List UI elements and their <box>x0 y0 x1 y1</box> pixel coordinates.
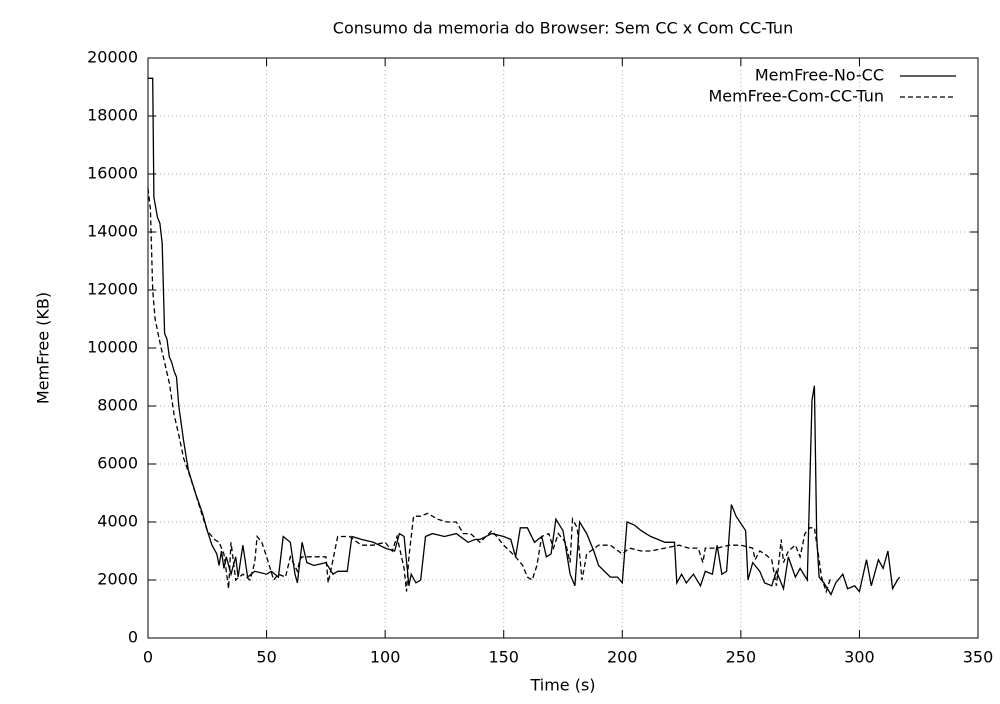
legend-label: MemFree-Com-CC-Tun <box>708 87 884 106</box>
y-tick-label: 16000 <box>87 164 138 183</box>
x-axis-label: Time (s) <box>529 676 595 695</box>
legend-label: MemFree-No-CC <box>755 66 884 85</box>
x-tick-label: 300 <box>844 648 875 667</box>
y-tick-label: 10000 <box>87 338 138 357</box>
series-line <box>148 77 901 596</box>
y-tick-label: 4000 <box>97 512 138 531</box>
y-tick-label: 20000 <box>87 48 138 67</box>
series-line <box>147 188 832 594</box>
x-tick-label: 250 <box>726 648 757 667</box>
y-tick-label: 6000 <box>97 454 138 473</box>
y-tick-label: 8000 <box>97 396 138 415</box>
x-tick-label: 150 <box>488 648 519 667</box>
x-tick-label: 0 <box>143 648 153 667</box>
x-tick-label: 350 <box>963 648 994 667</box>
y-axis-label: MemFree (KB) <box>34 292 53 404</box>
y-tick-label: 2000 <box>97 570 138 589</box>
plot-frame <box>147 57 979 639</box>
y-tick-label: 18000 <box>87 106 138 125</box>
x-tick-label: 100 <box>370 648 401 667</box>
x-tick-label: 200 <box>607 648 638 667</box>
y-tick-label: 12000 <box>87 280 138 299</box>
x-tick-label: 50 <box>256 648 276 667</box>
y-tick-label: 14000 <box>87 222 138 241</box>
y-tick-label: 0 <box>128 628 138 647</box>
chart-title: Consumo da memoria do Browser: Sem CC x … <box>333 19 793 38</box>
